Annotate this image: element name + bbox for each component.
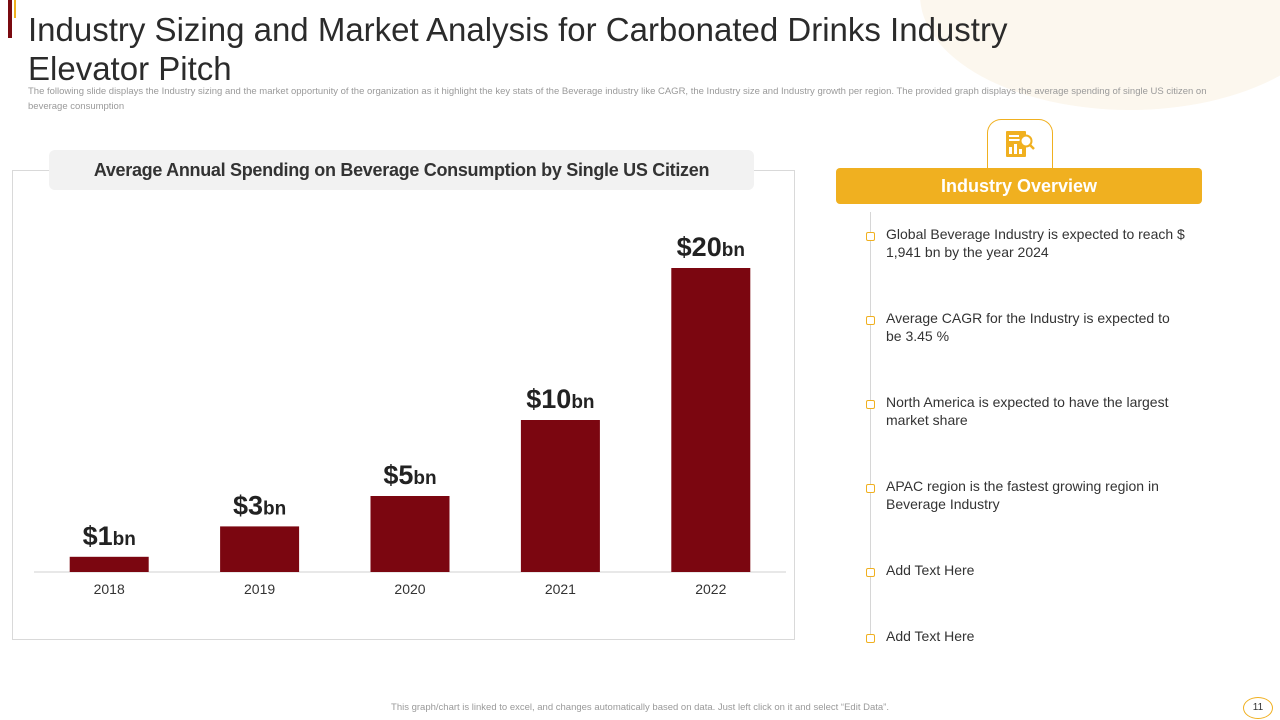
bar-2022[interactable] [671, 268, 751, 572]
title-accent-bar-secondary [14, 0, 16, 18]
page-title: Industry Sizing and Market Analysis for … [28, 11, 1008, 87]
bar-2018[interactable] [69, 556, 149, 572]
bar-chart[interactable]: $1bn 2018 $3bn 2019 $5bn 2020 $10bn 2021 $20bn 20… [12, 170, 793, 638]
data-label-2021: $10bn [526, 384, 594, 414]
bullet-icon [866, 316, 875, 325]
page-number: 11 [1243, 697, 1273, 719]
x-tick-label-2021: 2021 [545, 581, 576, 597]
overview-item-text: North America is expected to have the la… [886, 394, 1169, 428]
x-tick-label-2020: 2020 [394, 581, 425, 597]
report-magnifier-icon [987, 119, 1053, 172]
bar-2020[interactable] [370, 496, 450, 572]
bullet-icon [866, 568, 875, 577]
bar-2019[interactable] [220, 526, 300, 572]
overview-item-text: Global Beverage Industry is expected to … [886, 226, 1185, 260]
industry-overview-header: Industry Overview [836, 168, 1202, 204]
title-accent-bar [8, 0, 12, 38]
bullet-icon [866, 484, 875, 493]
data-label-2018: $1bn [83, 521, 136, 551]
data-label-2022: $20bn [677, 232, 745, 262]
bullet-icon [866, 232, 875, 241]
x-tick-label-2019: 2019 [244, 581, 275, 597]
overview-item-text[interactable]: Add Text Here [886, 628, 975, 644]
bar-2021[interactable] [520, 420, 600, 572]
page-subtitle: The following slide displays the Industr… [28, 86, 1207, 112]
data-label-2020: $5bn [383, 460, 436, 490]
bullet-icon [866, 634, 875, 643]
x-tick-label-2022: 2022 [695, 581, 726, 597]
chart-title: Average Annual Spending on Beverage Cons… [49, 150, 754, 190]
footer-note: This graph/chart is linked to excel, and… [391, 702, 889, 713]
overview-timeline [870, 212, 871, 640]
overview-item-text: Average CAGR for the Industry is expecte… [886, 310, 1170, 344]
x-tick-label-2018: 2018 [94, 581, 125, 597]
overview-item-text[interactable]: Add Text Here [886, 562, 975, 578]
bullet-icon [866, 400, 875, 409]
overview-item-text: APAC region is the fastest growing regio… [886, 478, 1159, 512]
data-label-2019: $3bn [233, 490, 286, 520]
